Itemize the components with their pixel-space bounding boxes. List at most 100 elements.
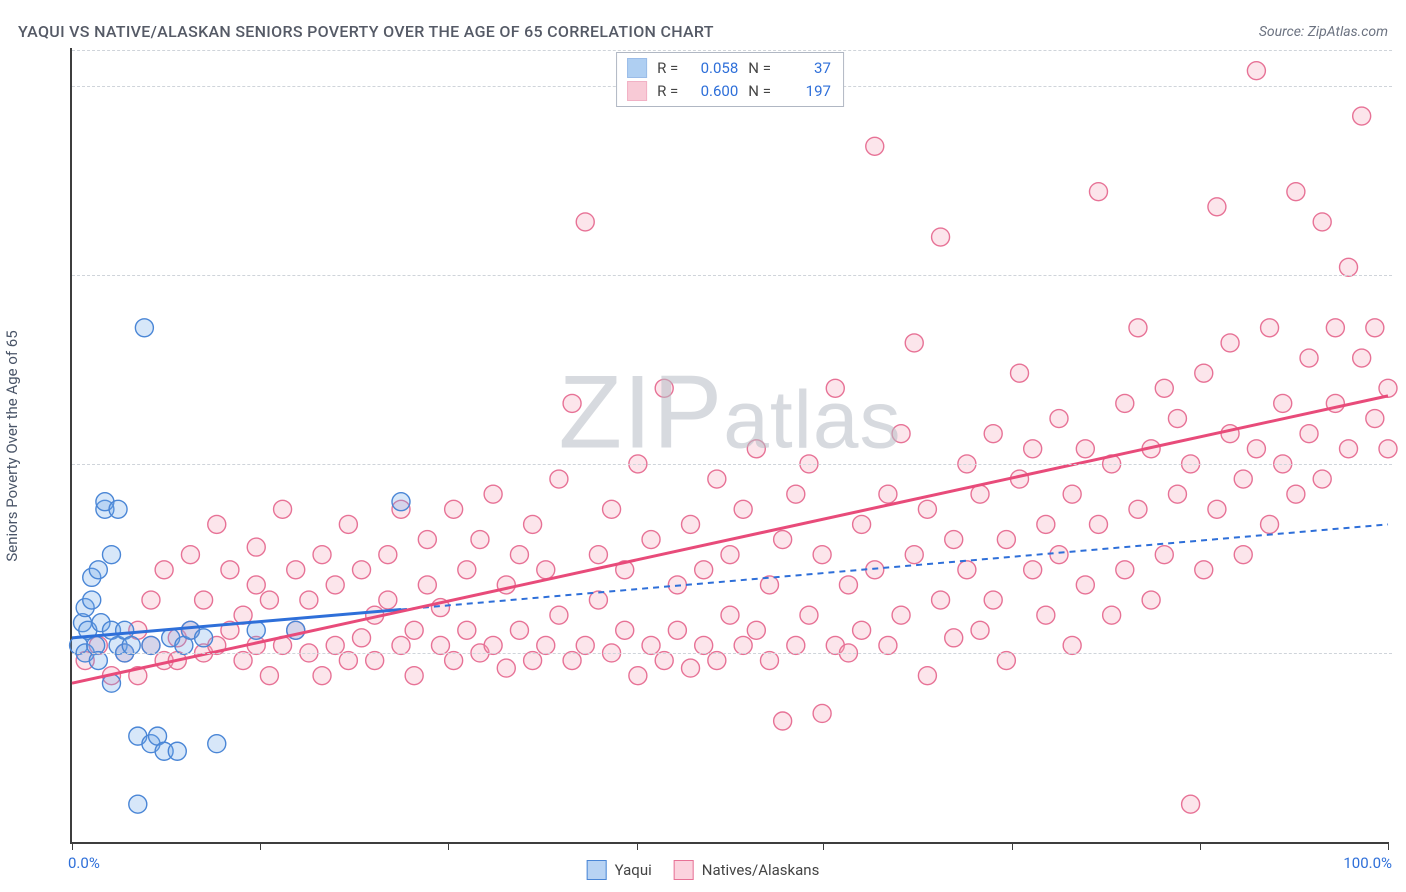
data-point: [353, 629, 371, 647]
data-point: [181, 546, 199, 564]
x-axis-min-label: 0.0%: [68, 854, 100, 872]
data-point: [1076, 576, 1094, 594]
data-point: [787, 636, 805, 654]
data-point: [366, 652, 384, 670]
data-point: [484, 636, 502, 654]
data-point: [866, 561, 884, 579]
data-point: [418, 531, 436, 549]
data-point: [668, 621, 686, 639]
data-point: [1168, 410, 1186, 428]
data-point: [524, 515, 542, 533]
data-point: [89, 561, 107, 579]
data-point: [445, 500, 463, 518]
data-point: [195, 591, 213, 609]
data-point: [747, 440, 765, 458]
x-tick: [448, 842, 449, 850]
data-point: [1287, 183, 1305, 201]
legend-item: Yaqui: [587, 860, 652, 880]
data-point: [260, 667, 278, 685]
data-point: [892, 606, 910, 624]
data-point: [1050, 546, 1068, 564]
source-label: Source: ZipAtlas.com: [1259, 24, 1388, 40]
data-point: [682, 659, 700, 677]
legend-label: Natives/Alaskans: [702, 861, 820, 879]
data-point: [129, 795, 147, 813]
data-point: [1221, 334, 1239, 352]
data-point: [1076, 440, 1094, 458]
data-point: [642, 636, 660, 654]
data-point: [168, 742, 186, 760]
correlation-legend: R = 0.058 N = 37 R = 0.600 N = 197: [616, 52, 844, 107]
data-point: [721, 606, 739, 624]
data-point: [603, 500, 621, 518]
data-point: [287, 561, 305, 579]
data-point: [1089, 515, 1107, 533]
data-point: [353, 561, 371, 579]
data-point: [563, 394, 581, 412]
legend-swatch: [627, 81, 647, 101]
data-point: [708, 652, 726, 670]
data-point: [1261, 515, 1279, 533]
chart-title: YAQUI VS NATIVE/ALASKAN SENIORS POVERTY …: [18, 22, 714, 41]
data-point: [326, 636, 344, 654]
data-point: [208, 735, 226, 753]
data-point: [1247, 62, 1265, 80]
data-point: [1300, 349, 1318, 367]
data-point: [997, 531, 1015, 549]
data-point: [195, 629, 213, 647]
data-point: [695, 561, 713, 579]
data-point: [537, 561, 555, 579]
data-point: [339, 652, 357, 670]
data-point: [905, 546, 923, 564]
data-point: [234, 652, 252, 670]
trend-line: [72, 396, 1388, 683]
data-point: [629, 667, 647, 685]
data-point: [260, 591, 278, 609]
data-point: [405, 667, 423, 685]
data-point: [524, 652, 542, 670]
legend-n-label: N =: [748, 57, 771, 80]
data-point: [734, 636, 752, 654]
gridline: [72, 653, 1392, 654]
data-point: [418, 576, 436, 594]
data-point: [405, 621, 423, 639]
legend-swatch: [587, 860, 607, 880]
gridline: [72, 464, 1392, 465]
data-point: [1366, 410, 1384, 428]
data-point: [1037, 515, 1055, 533]
data-point: [274, 500, 292, 518]
data-point: [642, 531, 660, 549]
data-point: [800, 606, 818, 624]
x-tick: [823, 842, 824, 850]
data-point: [89, 652, 107, 670]
data-point: [734, 500, 752, 518]
data-point: [932, 591, 950, 609]
legend-label: Yaqui: [615, 861, 652, 879]
legend-r-value: 0.058: [688, 57, 738, 80]
data-point: [721, 546, 739, 564]
y-axis-label: Seniors Poverty Over the Age of 65: [3, 330, 21, 561]
data-point: [537, 636, 555, 654]
chart-canvas: [72, 48, 1388, 842]
data-point: [682, 515, 700, 533]
data-point: [122, 636, 140, 654]
data-point: [379, 546, 397, 564]
data-point: [655, 652, 673, 670]
data-point: [1274, 394, 1292, 412]
data-point: [1116, 561, 1134, 579]
data-point: [313, 546, 331, 564]
data-point: [945, 629, 963, 647]
data-point: [853, 621, 871, 639]
data-point: [326, 576, 344, 594]
x-tick: [260, 842, 261, 850]
data-point: [589, 546, 607, 564]
data-point: [616, 621, 634, 639]
data-point: [497, 659, 515, 677]
data-point: [655, 379, 673, 397]
data-point: [747, 621, 765, 639]
data-point: [1234, 546, 1252, 564]
data-point: [135, 319, 153, 337]
data-point: [1155, 379, 1173, 397]
data-point: [550, 470, 568, 488]
legend-n-value: 197: [781, 80, 831, 103]
